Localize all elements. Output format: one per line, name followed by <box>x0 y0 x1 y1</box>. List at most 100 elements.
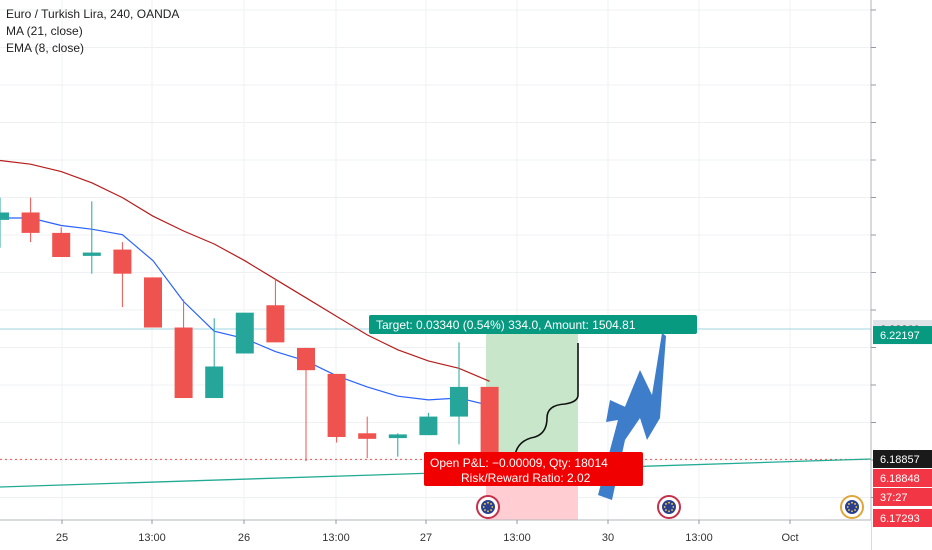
price-tag-bg <box>873 450 932 468</box>
time-tick-label: 27 <box>420 532 432 544</box>
star-dot <box>491 506 494 508</box>
candle <box>358 416 377 459</box>
candle-body <box>235 312 254 354</box>
star-dot <box>855 506 858 508</box>
event-icons[interactable] <box>476 495 864 519</box>
candle-body <box>480 386 499 456</box>
candle-body <box>327 373 346 437</box>
candle <box>21 197 40 243</box>
chart-legend: Euro / Turkish Lira, 240, OANDA MA (21, … <box>6 6 179 57</box>
event-icon <box>840 495 864 519</box>
projection-path <box>514 343 579 456</box>
candle-body <box>21 212 40 233</box>
star-dot <box>490 503 492 505</box>
price-tag-bg <box>873 509 932 527</box>
star-dot <box>851 501 853 504</box>
ma-line <box>0 159 490 382</box>
star-dot <box>672 506 675 508</box>
time-tick-label: Oct <box>781 532 798 544</box>
ema-line <box>0 217 490 406</box>
chart-grid <box>0 0 871 520</box>
star-dot <box>848 509 850 511</box>
star-dot <box>668 501 670 504</box>
star-dot <box>671 503 673 505</box>
time-tick-label: 25 <box>56 532 68 544</box>
price-lines <box>0 328 871 460</box>
symbol-title[interactable]: Euro / Turkish Lira, 240, OANDA <box>6 7 180 21</box>
candle <box>450 342 468 445</box>
star-dot <box>665 503 667 505</box>
star-dot <box>487 510 489 513</box>
time-tick-label: 26 <box>238 532 250 544</box>
ma-series <box>0 159 490 382</box>
candle-body <box>0 212 9 220</box>
star-dot <box>854 509 856 511</box>
candle <box>82 201 101 274</box>
candle-body <box>82 252 101 256</box>
ema-series <box>0 217 490 406</box>
candle-body <box>52 232 71 258</box>
candle <box>205 318 224 399</box>
candle <box>0 197 9 248</box>
profit-zone <box>486 329 578 459</box>
time-axis[interactable]: 25 13:00 26 13:00 27 13:00 30 13:00 Oct <box>0 519 871 550</box>
candle-body <box>144 277 162 328</box>
star-dot <box>484 509 486 511</box>
stop-label-bg <box>424 452 643 486</box>
ma-legend[interactable]: MA (21, close) <box>6 24 83 38</box>
time-tick-label: 13:00 <box>503 532 531 544</box>
time-tick-label: 13:00 <box>322 532 350 544</box>
star-dot <box>484 503 486 505</box>
time-tick-label: 13:00 <box>138 532 166 544</box>
candle-body <box>113 249 132 274</box>
position-labels[interactable]: Target: 0.03340 (0.54%) 334.0, Amount: 1… <box>369 315 697 486</box>
candle <box>297 347 315 462</box>
candle <box>235 312 254 354</box>
event-icon <box>657 495 681 519</box>
candle-body <box>419 416 438 436</box>
star-dot <box>668 510 670 513</box>
position-zones <box>486 329 578 520</box>
candle-body <box>174 327 193 399</box>
candle <box>52 227 71 258</box>
candle <box>113 242 132 308</box>
price-tag-label: 6.18857 <box>880 454 920 466</box>
rr-label: Risk/Reward Ratio: 2.02 <box>461 471 591 485</box>
projection-curve <box>514 343 579 456</box>
price-tag-label: 6.22197 <box>880 330 920 342</box>
candle <box>266 279 285 343</box>
candle-body <box>388 434 407 439</box>
price-tag-label: 6.18848 <box>880 473 920 485</box>
candle <box>144 277 162 328</box>
candle <box>174 299 193 399</box>
star-dot <box>663 506 666 508</box>
candle-body <box>297 347 315 371</box>
candles <box>0 197 499 462</box>
star-dot <box>671 509 673 511</box>
star-dot <box>487 501 489 504</box>
star-dot <box>846 506 849 508</box>
candle-body <box>450 386 468 417</box>
price-tag-label: 6.17293 <box>880 513 920 525</box>
time-tick-label: 13:00 <box>685 532 713 544</box>
ema-legend[interactable]: EMA (8, close) <box>6 41 85 55</box>
star-dot <box>490 509 492 511</box>
star-dot <box>482 506 485 508</box>
candle-body <box>205 366 224 399</box>
candle-body <box>358 433 377 439</box>
price-tag: 6.17293 <box>873 509 932 527</box>
candle <box>419 412 438 436</box>
time-axis-bg <box>0 520 871 550</box>
open-pl-label: Open P&L: −0.00009, Qty: 18014 <box>430 456 608 470</box>
star-dot <box>851 510 853 513</box>
candle <box>327 373 346 443</box>
candle <box>480 386 499 458</box>
price-tag: 6.22197 <box>873 326 932 345</box>
price-tag-label: 37:27 <box>880 492 908 504</box>
candle <box>388 433 407 457</box>
event-icon <box>476 495 500 519</box>
price-tag-bg <box>873 488 932 506</box>
price-tag-bg <box>873 469 932 487</box>
